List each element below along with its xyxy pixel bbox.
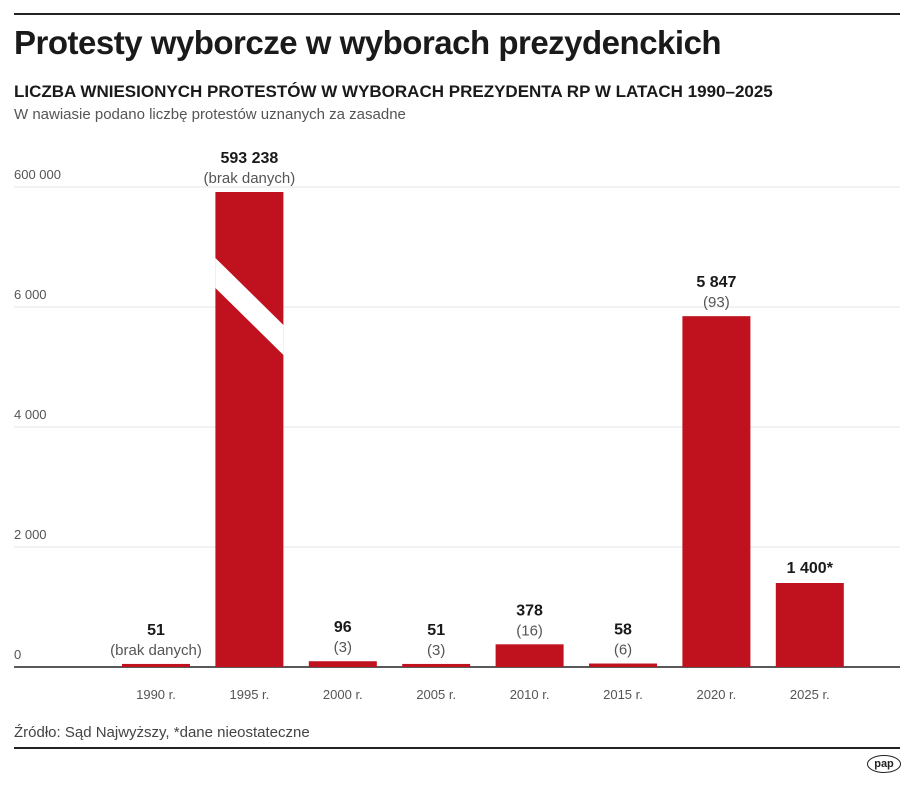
accepted-label: (6) [614,642,632,659]
bar [122,663,190,667]
value-label: 58 [614,622,632,639]
value-label: 1 400* [787,560,834,577]
chart-subtitle: LICZBA WNIESIONYCH PROTESTÓW W WYBORACH … [14,82,773,101]
value-label: 378 [516,602,543,619]
y-tick-label: 6 000 [14,287,47,302]
bar [215,192,284,667]
x-tick-label: 2005 r. [416,687,456,702]
value-label: 96 [334,619,352,636]
axis-break-mark [215,258,284,355]
top-rule [14,13,900,15]
source-note: Źródło: Sąd Najwyższy, *dane nieostatecz… [14,724,310,741]
pap-logo: pap [867,755,901,773]
x-tick-label: 2025 r. [790,687,830,702]
chart-title: Protesty wyborcze w wyborach prezydencki… [14,24,722,61]
x-tick-label: 2000 r. [323,687,363,702]
accepted-label: (16) [516,622,543,639]
accepted-label: (brak danych) [110,642,202,659]
accepted-label: (93) [703,294,730,311]
bar [495,644,564,667]
bar [589,663,657,667]
bar [402,663,471,667]
y-tick-label: 4 000 [14,407,47,422]
x-tick-label: 2020 r. [697,687,737,702]
bar [775,583,844,667]
x-tick-label: 1995 r. [230,687,270,702]
accepted-label: (3) [334,639,352,656]
accepted-label: (brak danych) [204,170,296,187]
x-tick-label: 2010 r. [510,687,550,702]
y-tick-label: 600 000 [14,167,61,182]
y-tick-label: 2 000 [14,527,47,542]
x-tick-label: 1990 r. [136,687,176,702]
value-label: 51 [427,622,445,639]
value-label: 593 238 [220,150,278,167]
accepted-label: (3) [427,642,445,659]
bar [682,316,751,667]
bar [308,661,377,667]
value-label: 51 [147,622,165,639]
y-tick-label: 0 [14,647,21,662]
chart-note: W nawiasie podano liczbę protestów uznan… [14,106,406,123]
bottom-rule [14,747,900,749]
value-label: 5 847 [696,274,736,291]
x-tick-label: 2015 r. [603,687,643,702]
